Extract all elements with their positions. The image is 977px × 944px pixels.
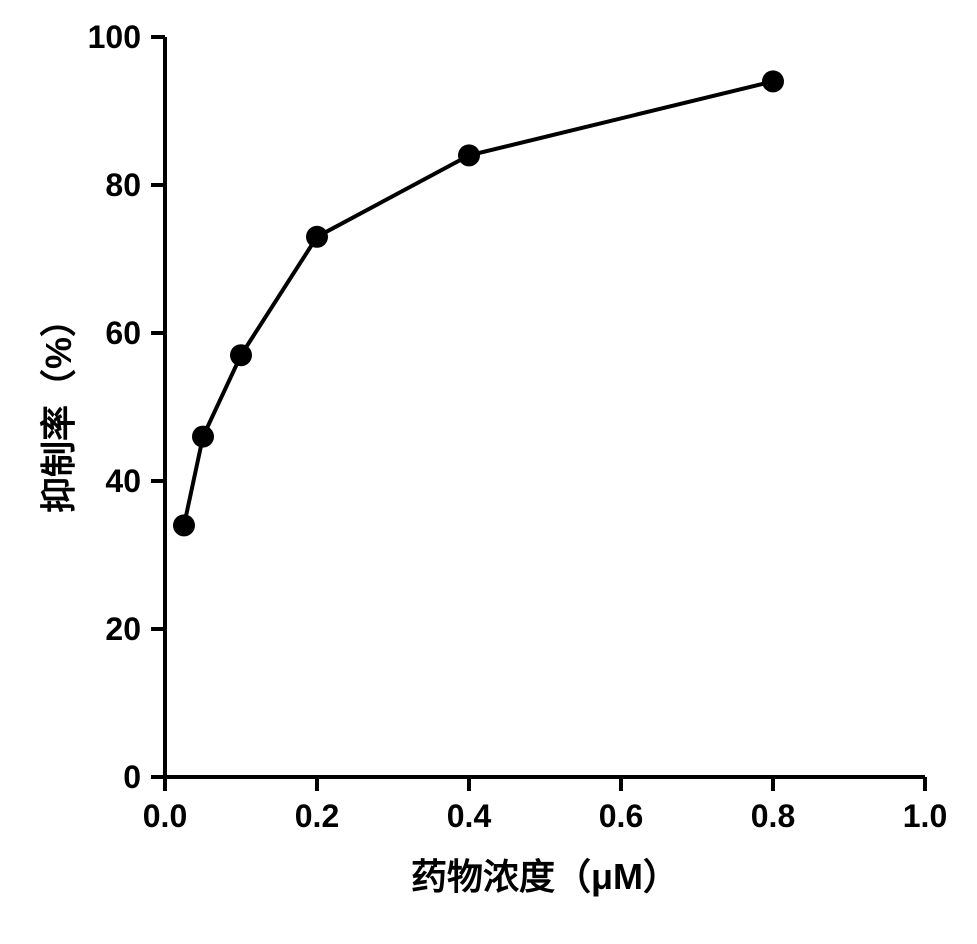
y-tick-label: 20	[105, 611, 141, 647]
y-axis-title: 抑制率（%）	[38, 301, 79, 513]
x-tick-label: 1.0	[903, 798, 947, 834]
x-tick-label: 0.0	[143, 798, 187, 834]
data-marker	[173, 514, 195, 536]
y-tick-label: 40	[105, 463, 141, 499]
x-tick-label: 0.2	[295, 798, 339, 834]
data-marker	[230, 344, 252, 366]
x-tick-label: 0.6	[599, 798, 643, 834]
x-tick-label: 0.8	[751, 798, 795, 834]
x-axis-title: 药物浓度（μM）	[411, 856, 679, 897]
y-tick-label: 60	[105, 315, 141, 351]
y-tick-label: 80	[105, 167, 141, 203]
data-marker	[306, 226, 328, 248]
series-line	[184, 81, 773, 525]
dose-response-chart: 0.0 0.2 0.4 0.6 0.8 1.0 0 20 40 60 80 100 药物浓度（μM） 抑制…	[0, 0, 977, 944]
x-tick-label: 0.4	[447, 798, 492, 834]
y-tick-label: 0	[123, 759, 141, 795]
data-marker	[762, 70, 784, 92]
y-tick-label: 100	[88, 19, 141, 55]
data-marker	[458, 144, 480, 166]
chart-container: 0.0 0.2 0.4 0.6 0.8 1.0 0 20 40 60 80 100 药物浓度（μM） 抑制…	[0, 0, 977, 944]
data-marker	[192, 426, 214, 448]
